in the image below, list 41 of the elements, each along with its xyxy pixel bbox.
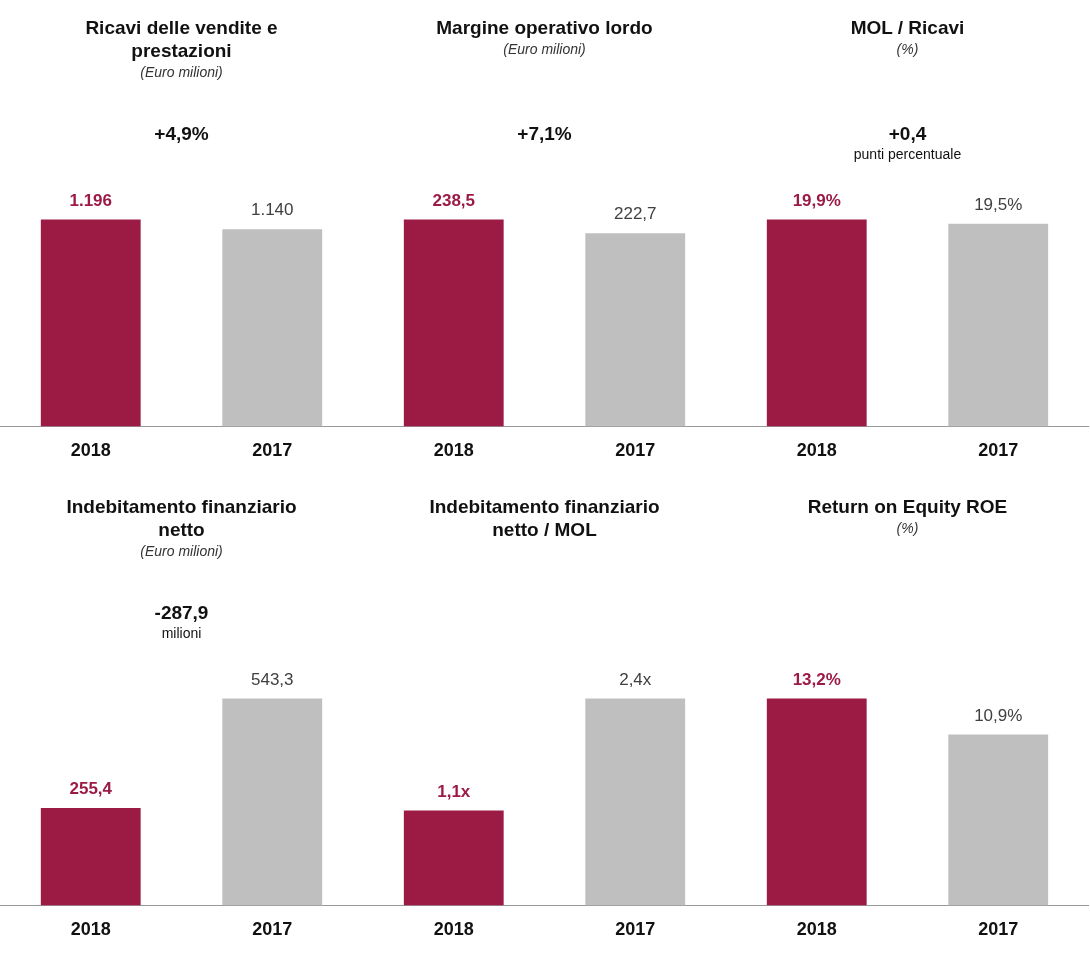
- text: +7,1%: [517, 122, 572, 144]
- data-label: 255,4: [69, 779, 113, 799]
- chart-subtitle: (Euro milioni): [139, 64, 224, 80]
- data-label: 222,7: [613, 204, 657, 224]
- chart-title: Indebitamento finanziario netto / MOL: [428, 495, 661, 541]
- x-tick-label: 2018: [433, 919, 474, 940]
- chart-subtitle: (Euro milioni): [502, 41, 587, 57]
- x-tick-label: 2018: [70, 440, 111, 461]
- text: +0,4: [888, 122, 927, 144]
- data-label: 13,2%: [792, 669, 841, 689]
- x-tick-label: 2017: [978, 919, 1019, 940]
- text: -287,9: [154, 601, 209, 623]
- chart-subtitle: (Euro milioni): [139, 543, 224, 559]
- text: +4,9%: [154, 122, 209, 144]
- x-tick-label: 2017: [978, 440, 1019, 461]
- data-label: 238,5: [432, 190, 476, 210]
- x-tick-label: 2018: [796, 919, 837, 940]
- chart-subtitle: (%): [895, 41, 920, 57]
- chart-subtitle: (%): [895, 520, 920, 536]
- data-label: 1.196: [69, 190, 113, 210]
- x-tick-label: 2018: [796, 440, 837, 461]
- x-tick-label: 2017: [252, 919, 293, 940]
- chart-title: Margine operativo lordo: [435, 16, 654, 39]
- data-label: 1,1x: [437, 781, 471, 801]
- data-label: 19,9%: [792, 190, 841, 210]
- text: punti percentuale: [853, 145, 962, 162]
- x-tick-label: 2017: [615, 919, 656, 940]
- chart-title: Ricavi delle vendite e prestazioni: [84, 16, 279, 62]
- x-tick-label: 2018: [433, 440, 474, 461]
- chart-title: Return on Equity ROE: [806, 495, 1009, 518]
- x-tick-label: 2017: [615, 440, 656, 461]
- data-label: 10,9%: [974, 705, 1023, 725]
- data-label: 2,4x: [619, 669, 652, 689]
- x-tick-label: 2018: [70, 919, 111, 940]
- data-label: 543,3: [250, 669, 294, 689]
- data-label: 1.140: [250, 200, 294, 220]
- text: milioni: [161, 624, 202, 641]
- data-label: 19,5%: [974, 194, 1023, 214]
- chart-title: MOL / Ricavi: [849, 16, 966, 39]
- chart-title: Indebitamento finanziario netto: [65, 495, 298, 541]
- x-tick-label: 2017: [252, 440, 293, 461]
